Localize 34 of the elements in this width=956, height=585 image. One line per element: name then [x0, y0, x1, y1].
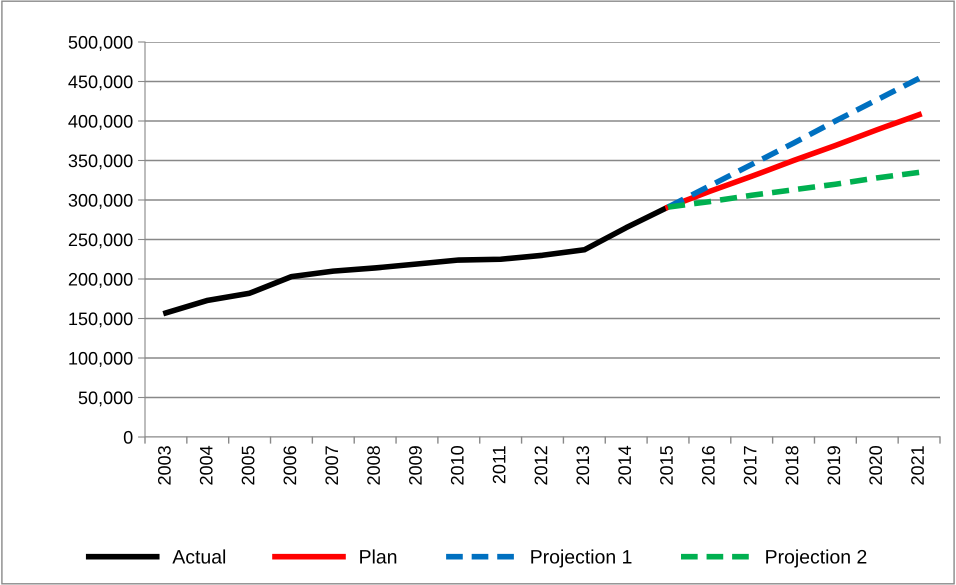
x-tick-label: 2010: [450, 446, 464, 485]
y-tick-label: 0: [124, 430, 132, 444]
y-tick-label: 200,000: [68, 272, 132, 288]
x-tick-label: 2016: [702, 446, 715, 485]
y-tick-label: 500,000: [68, 36, 132, 51]
x-tick-label: 2007: [325, 446, 338, 485]
x-tick-label: 2017: [744, 446, 757, 485]
x-tick-label: 2014: [618, 446, 632, 485]
y-tick-label: 150,000: [69, 312, 132, 328]
x-tick-label: 2013: [576, 446, 590, 485]
y-tick-label: 50,000: [78, 391, 132, 406]
x-tick-label: 2009: [409, 446, 422, 485]
x-tick-label: 2020: [869, 446, 882, 485]
x-tick-label: 2005: [242, 446, 254, 485]
x-tick-label: 2004: [200, 446, 213, 485]
y-tick-label: 350,000: [68, 154, 132, 170]
x-tick-label: 2012: [534, 446, 548, 485]
y-tick-label: 300,000: [68, 194, 132, 209]
y-tick-label: 450,000: [68, 75, 132, 90]
legend-label: Plan: [360, 549, 396, 564]
legend-label: Actual: [172, 549, 226, 564]
x-tick-label: 2021: [911, 446, 924, 485]
x-tick-label: 2008: [367, 446, 380, 485]
x-tick-label: 2003: [158, 446, 171, 485]
x-tick-label: 2018: [786, 446, 798, 485]
y-tick-label: 400,000: [68, 114, 132, 130]
legend-label: Projection 2: [766, 549, 866, 568]
x-tick-label: 2015: [660, 446, 673, 485]
x-tick-label: 2019: [827, 446, 840, 485]
x-tick-label: 2011: [492, 446, 506, 484]
y-tick-label: 250,000: [68, 233, 132, 248]
x-tick-label: 2006: [284, 446, 296, 485]
legend-label: Projection 1: [531, 549, 632, 568]
y-tick-label: 100,000: [69, 352, 132, 367]
